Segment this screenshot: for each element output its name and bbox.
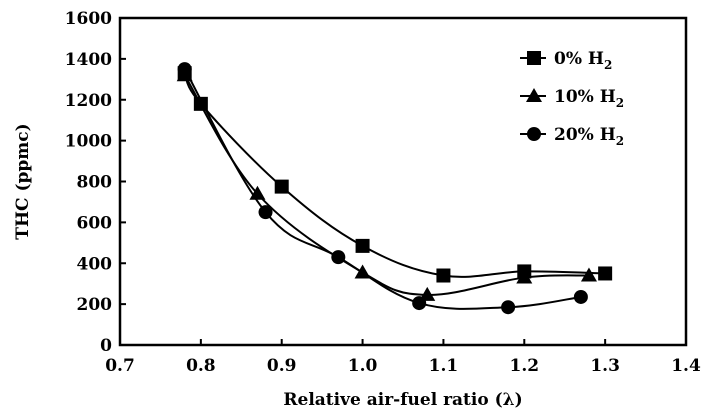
- legend-label: 0% H2: [554, 49, 612, 72]
- y-tick-label: 200: [77, 295, 113, 315]
- legend-label-main: 20% H: [554, 125, 616, 145]
- legend-marker-square: [527, 51, 541, 65]
- legend-label-subscript: 2: [616, 134, 624, 148]
- y-tick-label: 1000: [65, 132, 112, 152]
- legend-item: 10% H2: [520, 87, 624, 110]
- y-tick-label: 800: [77, 173, 113, 193]
- data-point-square: [275, 180, 289, 194]
- data-point-square: [356, 239, 370, 253]
- y-axis-title: THC (ppmc): [13, 123, 33, 239]
- x-tick-label: 1.3: [590, 356, 620, 376]
- data-point-square: [436, 269, 450, 283]
- y-tick-label: 400: [77, 254, 113, 274]
- legend-label-main: 0% H: [554, 49, 604, 69]
- x-tick-label: 1.1: [429, 356, 459, 376]
- y-tick-label: 1400: [65, 50, 112, 70]
- legend-marker-circle: [527, 127, 541, 141]
- series-triangle: [177, 67, 597, 301]
- legend-label: 10% H2: [554, 87, 624, 110]
- y-tick-label: 1200: [65, 91, 112, 111]
- series-line: [185, 73, 605, 277]
- x-tick-label: 1.0: [348, 356, 378, 376]
- legend-item: 20% H2: [520, 125, 624, 148]
- data-point-circle: [331, 250, 345, 264]
- data-point-circle: [412, 296, 426, 310]
- x-tick-label: 1.4: [671, 356, 701, 376]
- data-point-triangle: [581, 268, 597, 282]
- x-axis-title: Relative air-fuel ratio (λ): [283, 390, 522, 410]
- y-tick-label: 1600: [65, 9, 112, 29]
- legend-label-subscript: 2: [616, 96, 624, 110]
- x-tick-label: 1.2: [509, 356, 539, 376]
- legend-label: 20% H2: [554, 125, 624, 148]
- data-point-circle: [574, 290, 588, 304]
- x-tick-label: 0.8: [186, 356, 216, 376]
- legend-item: 0% H2: [520, 49, 612, 72]
- data-point-circle: [501, 300, 515, 314]
- x-tick-label: 0.7: [105, 356, 135, 376]
- y-tick-label: 600: [77, 213, 113, 233]
- series-line: [185, 75, 589, 295]
- y-tick-label: 0: [100, 336, 112, 356]
- data-point-square: [598, 266, 612, 280]
- x-tick-label: 0.9: [267, 356, 297, 376]
- data-point-circle: [178, 62, 192, 76]
- series-layer: [177, 62, 612, 314]
- legend-label-main: 10% H: [554, 87, 616, 107]
- data-point-circle: [259, 205, 273, 219]
- legend-label-subscript: 2: [604, 58, 612, 72]
